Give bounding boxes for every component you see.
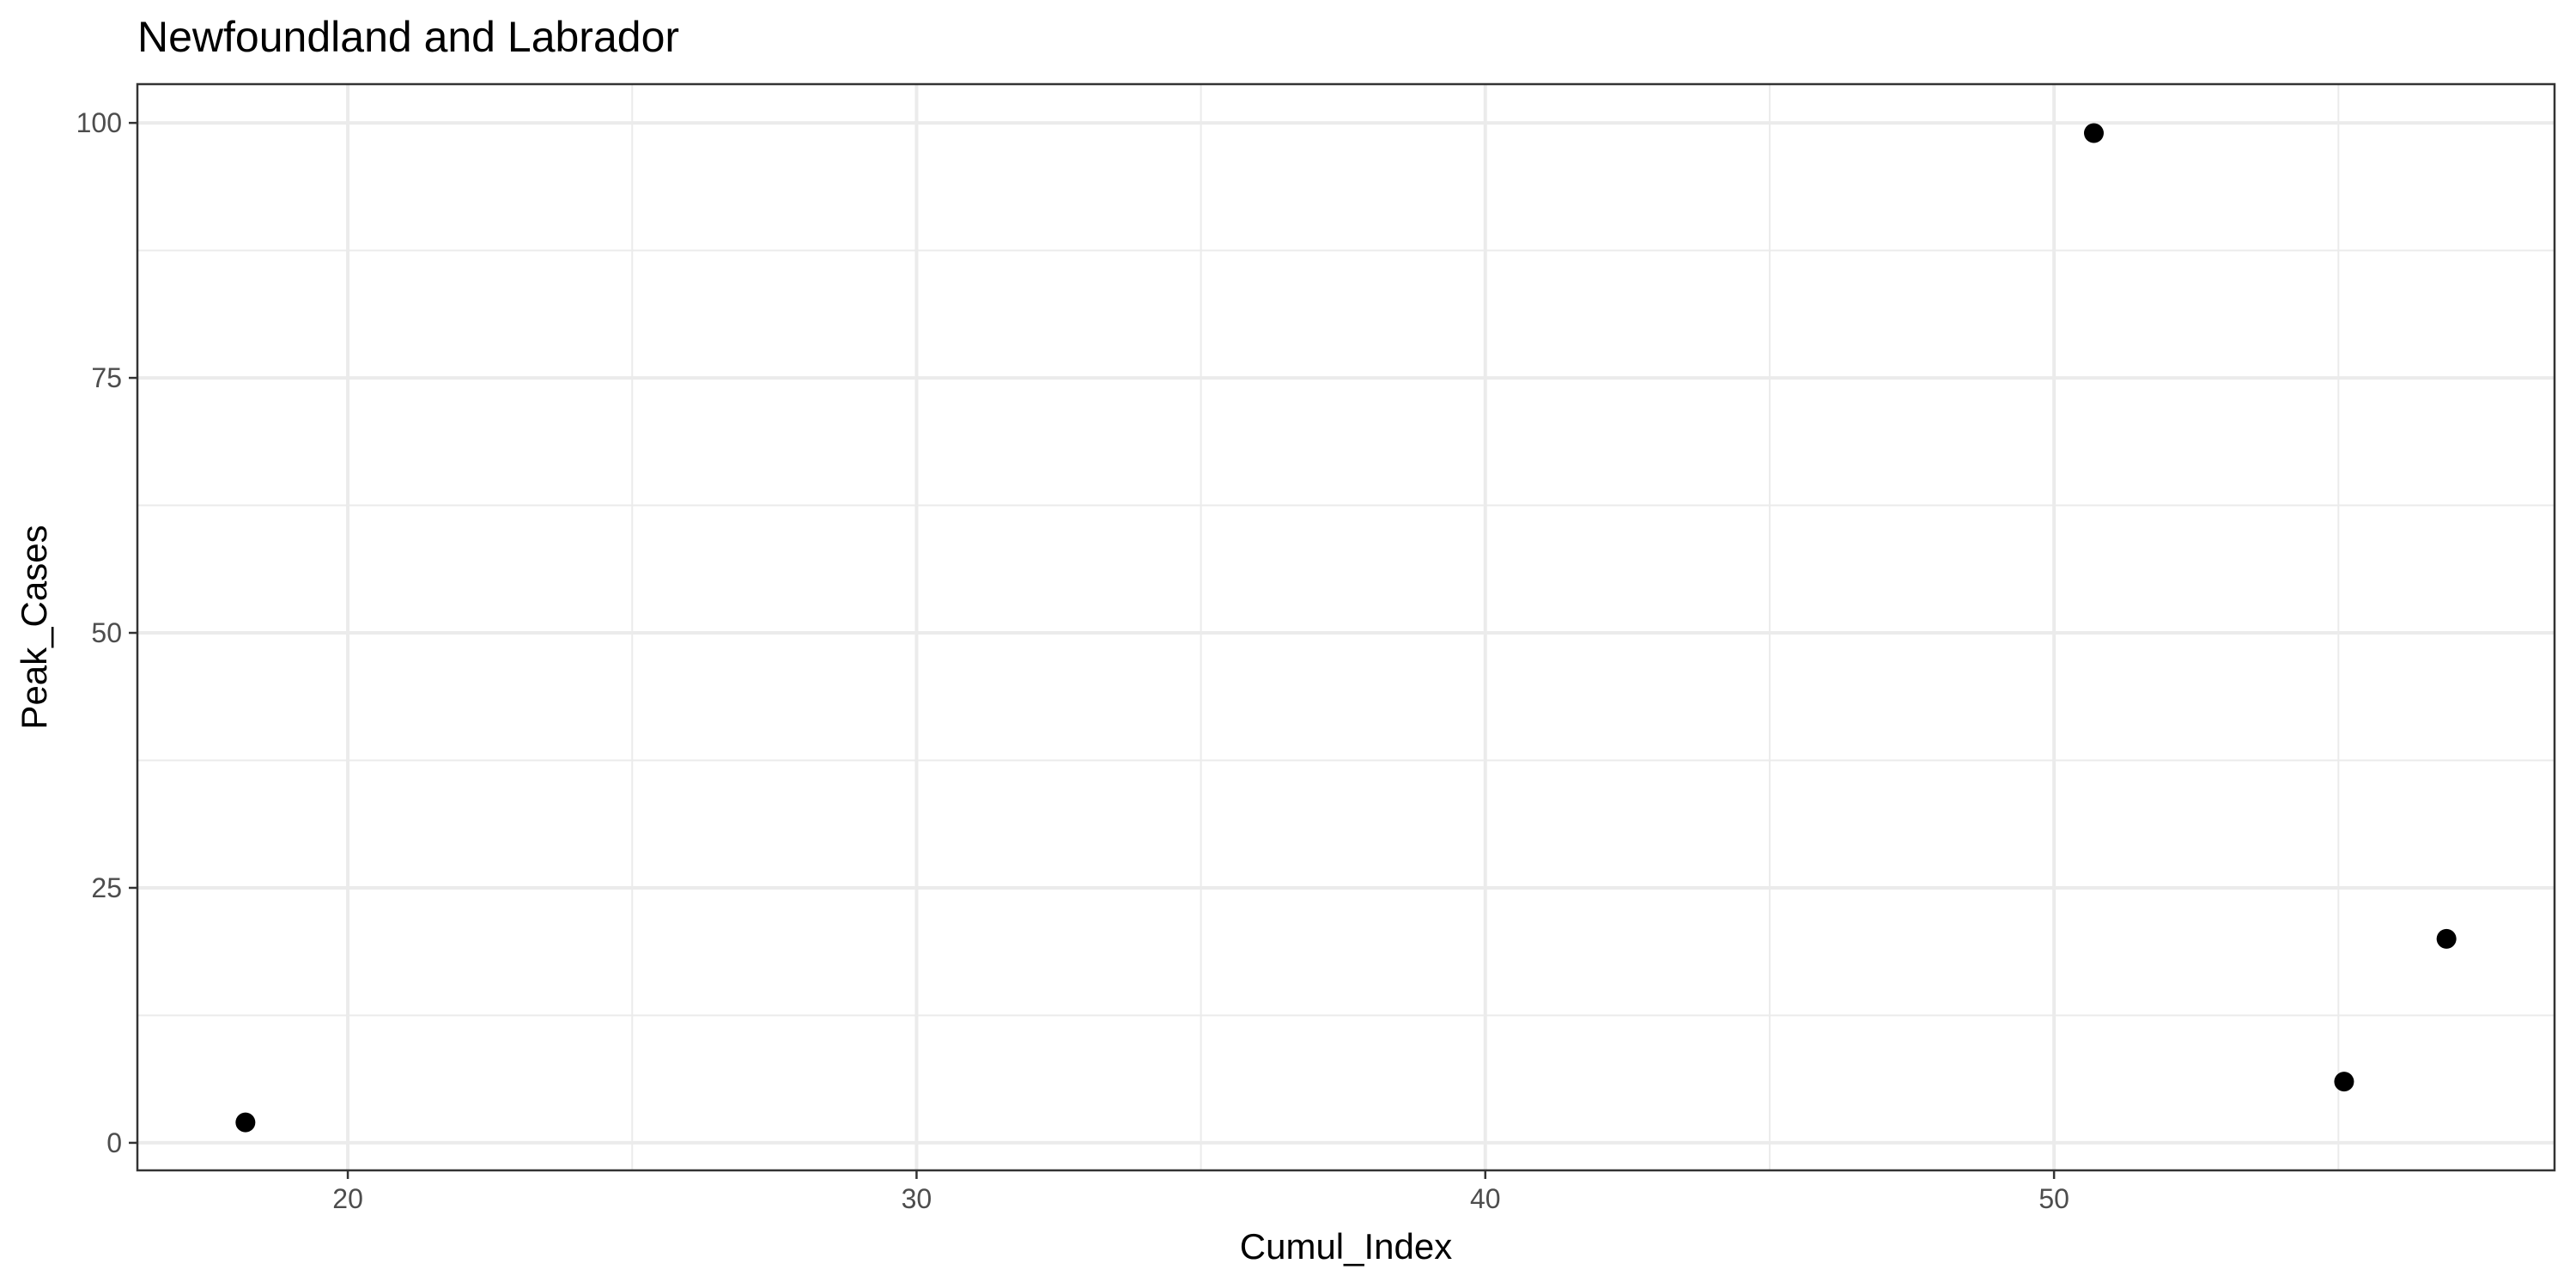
- data-point-2: [2334, 1072, 2354, 1092]
- plot-panel: [137, 84, 2555, 1170]
- y-tick-label-4: 100: [76, 107, 122, 138]
- y-tick-label-1: 25: [91, 872, 122, 903]
- x-tick-label-0: 20: [332, 1183, 363, 1214]
- chart-title: Newfoundland and Labrador: [137, 13, 679, 61]
- data-point-1: [2083, 123, 2104, 143]
- x-axis-ticks: 20 30 40 50: [332, 1170, 2069, 1214]
- x-tick-label-3: 50: [2038, 1183, 2069, 1214]
- data-point-0: [235, 1112, 256, 1133]
- major-gridlines: [137, 84, 2555, 1170]
- data-points: [235, 123, 2457, 1133]
- y-tick-label-2: 50: [91, 617, 122, 648]
- y-axis-title: Peak_Cases: [14, 525, 54, 729]
- data-point-3: [2436, 928, 2457, 949]
- x-axis-title: Cumul_Index: [1240, 1226, 1452, 1267]
- y-tick-label-0: 0: [106, 1127, 122, 1158]
- y-axis-ticks: 0 25 50 75 100: [76, 107, 137, 1158]
- minor-gridlines: [137, 84, 2555, 1170]
- plot-border: [136, 82, 2556, 1172]
- x-tick-label-2: 40: [1470, 1183, 1501, 1214]
- x-tick-label-1: 30: [902, 1183, 933, 1214]
- y-tick-label-3: 75: [91, 362, 122, 393]
